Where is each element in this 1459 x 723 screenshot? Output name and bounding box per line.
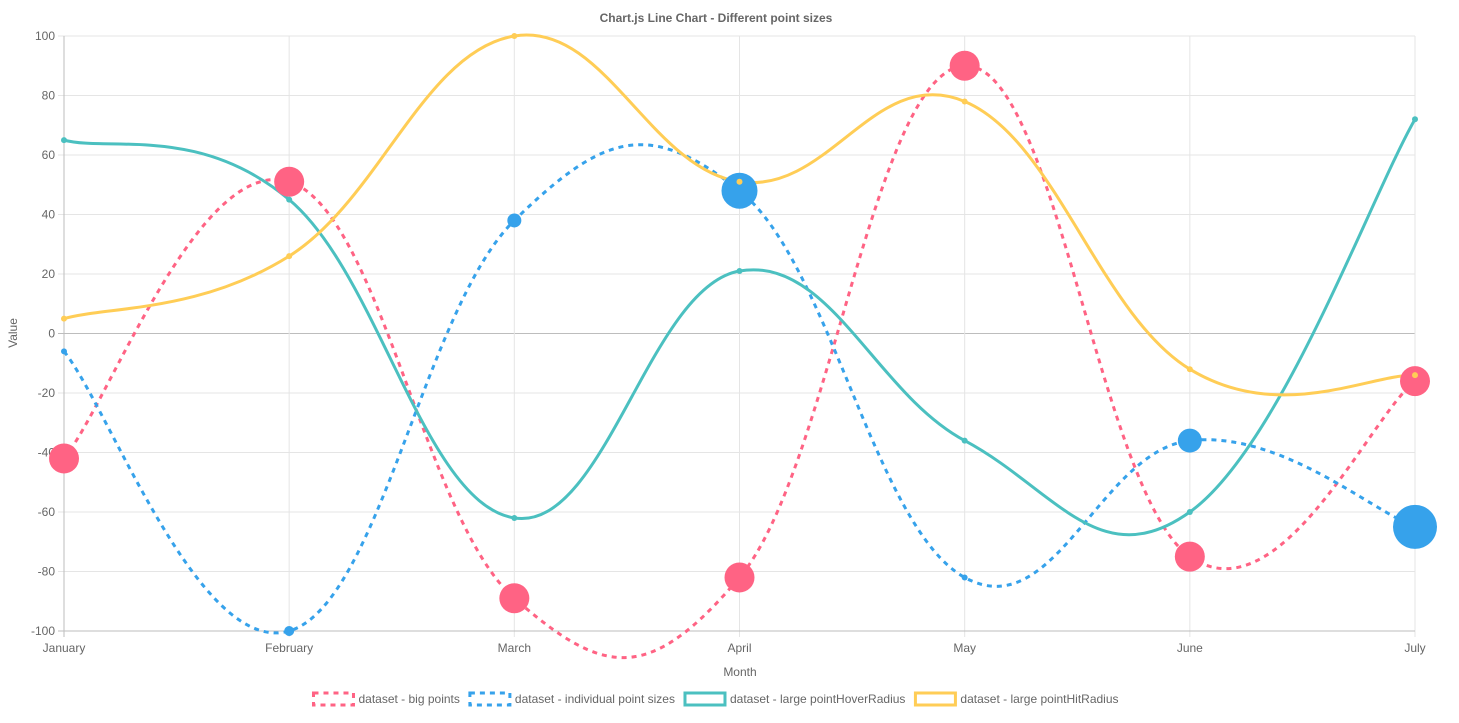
- legend-item-dataset-big-points[interactable]: dataset - big points: [311, 691, 460, 707]
- data-point[interactable]: [721, 172, 758, 209]
- y-tick-label: -20: [38, 386, 56, 400]
- legend-item-dataset-large-pointhitradius[interactable]: dataset - large pointHitRadius: [913, 691, 1119, 707]
- data-point[interactable]: [949, 50, 980, 81]
- data-point[interactable]: [1177, 428, 1202, 453]
- data-point[interactable]: [61, 348, 67, 355]
- data-point[interactable]: [1412, 116, 1418, 123]
- legend-item-dataset-large-pointhoverradius[interactable]: dataset - large pointHoverRadius: [683, 691, 905, 707]
- data-point[interactable]: [61, 315, 67, 322]
- y-tick-label: 60: [42, 148, 56, 162]
- y-tick-label: 20: [42, 267, 56, 281]
- data-point[interactable]: [961, 98, 968, 105]
- y-tick-label: 40: [42, 208, 56, 222]
- legend-label: dataset - large pointHoverRadius: [730, 692, 905, 706]
- x-tick-label: February: [265, 641, 313, 655]
- data-point[interactable]: [961, 437, 968, 444]
- data-point[interactable]: [736, 178, 743, 185]
- data-point[interactable]: [507, 213, 522, 228]
- data-point[interactable]: [736, 268, 743, 275]
- y-tick-label: 0: [48, 327, 55, 341]
- data-point[interactable]: [961, 574, 968, 581]
- legend-label: dataset - individual point sizes: [515, 692, 675, 706]
- x-tick-label: April: [727, 641, 751, 655]
- data-point[interactable]: [286, 196, 293, 203]
- x-axis-ticks: January February March April May June July: [43, 641, 1426, 655]
- y-tick-label: -100: [31, 624, 55, 638]
- y-tick-label: -80: [38, 565, 56, 579]
- x-tick-label: July: [1404, 641, 1425, 655]
- legend-swatch: [468, 691, 512, 707]
- data-point[interactable]: [724, 562, 755, 593]
- legend-item-dataset-individual-point-sizes[interactable]: dataset - individual point sizes: [468, 691, 675, 707]
- data-point[interactable]: [1412, 372, 1418, 379]
- data-point[interactable]: [286, 253, 293, 260]
- legend-swatch: [311, 691, 355, 707]
- data-point[interactable]: [1393, 504, 1437, 549]
- y-axis-title: Value: [6, 318, 20, 348]
- data-point[interactable]: [274, 166, 305, 197]
- legend-label: dataset - large pointHitRadius: [960, 692, 1118, 706]
- data-point[interactable]: [284, 626, 295, 636]
- y-tick-label: 100: [35, 29, 55, 43]
- series-line-dataset-big-points: [62, 64, 1416, 659]
- legend-swatch: [913, 691, 957, 707]
- chart-title: Chart.js Line Chart - Different point si…: [600, 11, 833, 25]
- legend[interactable]: dataset - big points dataset - individual…: [311, 691, 1119, 707]
- series-points: [49, 33, 1437, 636]
- x-tick-label: May: [953, 641, 976, 655]
- data-point[interactable]: [1186, 509, 1193, 515]
- data-point[interactable]: [499, 583, 530, 614]
- legend-swatch: [683, 691, 727, 707]
- data-point[interactable]: [1400, 366, 1430, 397]
- data-point[interactable]: [61, 137, 67, 144]
- data-point[interactable]: [49, 443, 79, 474]
- legend-label: dataset - big points: [358, 692, 459, 706]
- y-tick-label: 80: [42, 89, 56, 103]
- x-tick-label: January: [43, 641, 86, 655]
- x-axis-title: Month: [723, 665, 756, 679]
- data-point[interactable]: [1174, 541, 1205, 572]
- data-point[interactable]: [511, 514, 518, 521]
- grid: [58, 35, 1416, 637]
- data-point[interactable]: [1186, 366, 1193, 373]
- data-point[interactable]: [511, 33, 518, 39]
- x-tick-label: June: [1177, 641, 1203, 655]
- y-tick-label: -60: [38, 505, 56, 519]
- x-tick-label: March: [498, 641, 531, 655]
